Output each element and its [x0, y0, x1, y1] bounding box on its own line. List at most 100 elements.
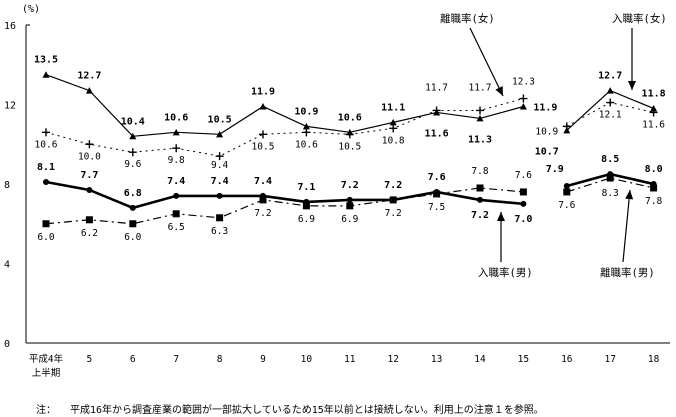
data-label: 6.0 — [37, 232, 54, 243]
data-label: 8.0 — [645, 164, 663, 175]
data-label: 10.6 — [338, 112, 362, 123]
x-tick-label: 5 — [87, 354, 93, 365]
data-label: 10.5 — [252, 141, 275, 152]
x-tick-label: 16 — [561, 354, 573, 365]
data-label: 7.4 — [254, 176, 272, 187]
data-label: 10.6 — [295, 139, 318, 150]
data-point — [302, 122, 310, 130]
data-label: 7.5 — [428, 202, 445, 213]
data-label: 11.6 — [642, 119, 665, 130]
data-label: 6.9 — [298, 214, 315, 225]
data-label: 10.9 — [535, 126, 558, 137]
footnote: 注： 平成16年から調査産業の範囲が一部拡大しているため15年以前とは接続しない。… — [36, 401, 558, 416]
data-point — [85, 140, 94, 149]
data-label: 10.8 — [382, 135, 405, 146]
data-label: 7.6 — [428, 172, 446, 183]
data-label: 10.7 — [535, 146, 559, 157]
data-point — [433, 190, 441, 198]
data-label: 6.0 — [124, 232, 141, 243]
data-point — [606, 174, 614, 182]
data-label: 10.6 — [35, 139, 58, 150]
data-point — [477, 196, 483, 203]
arrowhead-icon — [625, 190, 634, 200]
data-point — [346, 202, 354, 210]
data-label: 10.9 — [294, 106, 318, 117]
data-point — [42, 71, 50, 78]
y-tick-label: 16 — [4, 21, 16, 32]
y-tick-label: 4 — [4, 260, 10, 271]
data-point — [650, 184, 658, 192]
data-label: 8.5 — [601, 154, 619, 165]
data-point — [43, 179, 49, 186]
data-point — [476, 184, 484, 192]
y-tick-label: 0 — [4, 339, 10, 350]
data-point — [129, 220, 137, 228]
x-tick-label: 9 — [260, 354, 266, 365]
data-label: 6.3 — [211, 226, 228, 237]
data-point — [216, 192, 223, 199]
data-point — [389, 196, 397, 204]
data-point — [259, 196, 267, 204]
data-label: 11.1 — [381, 102, 405, 113]
x-tick-label: 12 — [387, 354, 398, 365]
data-label: 7.2 — [471, 210, 489, 221]
data-point — [606, 87, 614, 94]
data-point — [129, 204, 136, 211]
x-tick-label: 17 — [604, 354, 615, 365]
series-line-1 — [45, 98, 524, 157]
arrowhead-icon — [628, 81, 636, 90]
arrowhead-icon — [497, 212, 505, 221]
data-label: 6.5 — [168, 222, 185, 233]
data-label: 12.7 — [77, 71, 101, 82]
data-label: 6.2 — [81, 228, 98, 239]
x-tick-label: 10 — [301, 354, 313, 365]
data-label: 11.8 — [642, 88, 666, 99]
footnote-label: 注： — [36, 405, 56, 416]
data-label: 7.8 — [645, 196, 662, 207]
y-unit-label: (%) — [22, 4, 40, 15]
data-point — [42, 220, 50, 228]
data-point — [85, 87, 93, 94]
annotation-label: 入職率(男) — [478, 266, 533, 279]
data-label: 11.9 — [251, 86, 275, 97]
series-line-2 — [45, 180, 524, 210]
data-label: 6.8 — [124, 188, 142, 199]
x-tick-label: 8 — [217, 354, 223, 365]
data-point — [649, 108, 658, 117]
data-label: 11.6 — [425, 128, 449, 139]
annotation-label: 離職率(女) — [440, 12, 495, 25]
data-label: 10.4 — [121, 116, 145, 127]
data-point — [519, 102, 527, 110]
data-point — [519, 94, 528, 103]
x-tick-label: 11 — [344, 354, 356, 365]
series-line-3 — [45, 187, 524, 225]
data-point — [346, 196, 353, 203]
data-label: 8.1 — [37, 162, 55, 173]
data-point — [432, 106, 441, 115]
data-point — [520, 200, 527, 207]
data-label: 7.2 — [385, 208, 402, 219]
data-label: 7.4 — [211, 176, 229, 187]
data-point — [476, 114, 484, 122]
data-point — [563, 188, 571, 196]
data-label: 7.7 — [80, 170, 98, 181]
data-label: 12.7 — [598, 71, 622, 82]
y-tick-label: 8 — [4, 180, 10, 191]
data-point — [562, 122, 571, 131]
data-label: 12.3 — [512, 77, 535, 88]
data-label: 7.4 — [167, 176, 185, 187]
data-point — [173, 192, 180, 199]
x-tick-label: 上半期 — [32, 367, 61, 379]
annotation-arrow — [622, 189, 631, 263]
data-point — [389, 118, 397, 126]
data-point — [302, 128, 311, 137]
data-point — [216, 214, 224, 222]
data-label: 10.6 — [164, 112, 188, 123]
footnote-text: 平成16年から調査産業の範囲が一部拡大しているため15年以前とは接続しない。利用… — [70, 405, 544, 416]
data-label: 7.2 — [384, 180, 402, 191]
series-line-0 — [45, 74, 524, 137]
data-label: 11.7 — [469, 82, 492, 93]
data-point — [259, 102, 267, 110]
data-point — [563, 182, 570, 189]
